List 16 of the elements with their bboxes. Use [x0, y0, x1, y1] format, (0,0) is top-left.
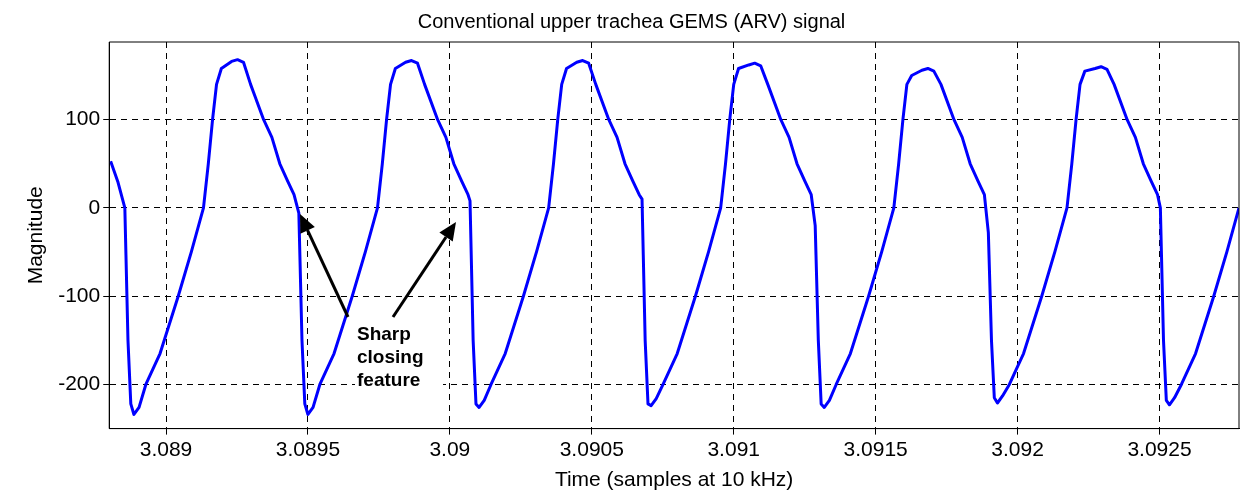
- x-tick-label: 3.092: [991, 437, 1044, 460]
- y-axis-title: Magnitude: [23, 186, 47, 285]
- x-tick-label: 3.089: [139, 437, 193, 460]
- x-tick-label: 3.0925: [1127, 437, 1192, 460]
- x-tick-label: 3.0905: [559, 437, 624, 460]
- chart-title: Conventional upper trachea GEMS (ARV) signal: [417, 9, 846, 32]
- x-tick-label: 3.09: [429, 437, 471, 460]
- x-tick-label: 3.0915: [843, 437, 908, 460]
- annotation: Sharp closing feature: [355, 322, 443, 391]
- x-tick-label: 3.0895: [275, 437, 341, 460]
- x-tick-label: 3.091: [707, 437, 761, 460]
- y-tick-label: 100: [65, 106, 101, 130]
- y-tick-label: -100: [58, 283, 101, 306]
- y-tick-label: 0: [88, 194, 101, 218]
- y-tick-label: -200: [58, 371, 101, 395]
- x-axis-title: Time (samples at 10 kHz): [554, 467, 794, 491]
